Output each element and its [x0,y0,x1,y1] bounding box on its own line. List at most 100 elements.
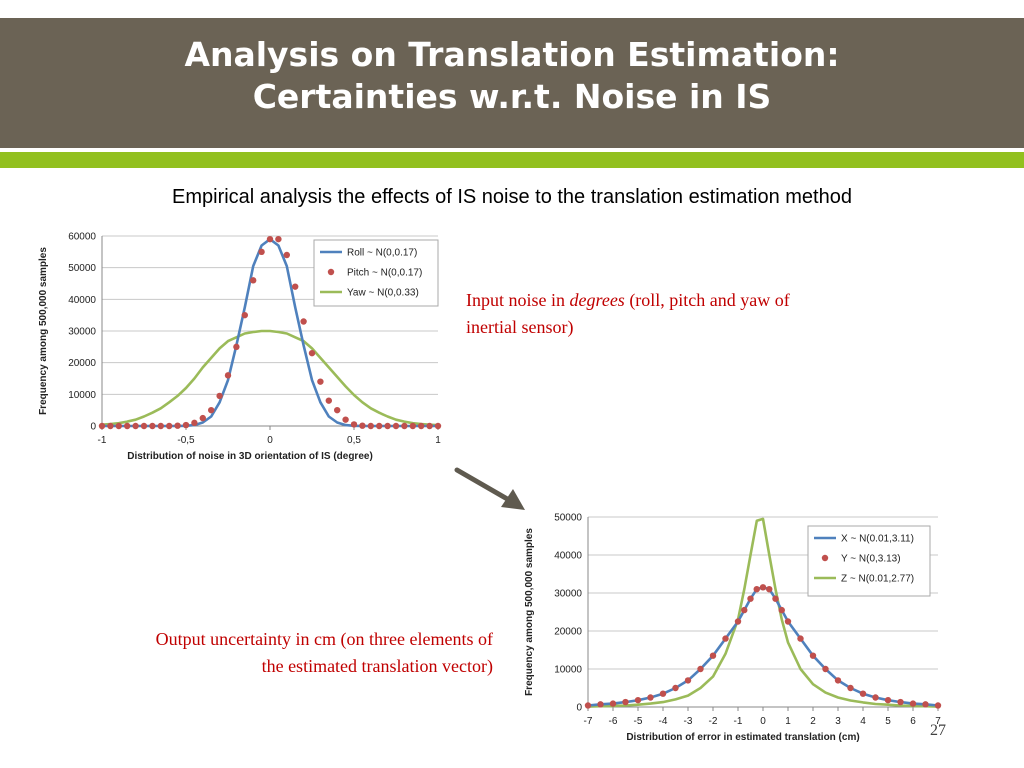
data-point [766,586,773,593]
slide-title-line-2: Certainties w.r.t. Noise in IS [252,77,772,116]
x-tick-label: 3 [835,716,841,727]
slide-title-line-1: Analysis on Translation Estimation: [184,35,840,74]
x-tick-label: 1 [785,716,791,727]
data-point [342,416,349,423]
legend-entry: Z ~ N(0.01,2.77) [841,574,914,585]
data-point [401,422,408,430]
data-point [822,665,829,673]
data-point [266,235,274,243]
series-line [587,517,939,708]
data-point [224,372,232,379]
y-tick-label: 10000 [554,665,582,676]
data-point [241,311,248,319]
data-point [622,698,629,706]
x-tick-label: 2 [810,716,816,727]
data-point [909,700,917,707]
data-point [697,665,704,673]
data-point [149,422,156,430]
data-point [418,422,425,430]
data-point [317,378,324,385]
data-point [216,392,223,400]
legend-entry: X ~ N(0.01,3.11) [841,534,914,545]
arrow-icon [454,467,525,510]
data-point [859,690,867,697]
input-noise-note-prefix: Input noise in [466,290,570,310]
data-point [722,635,729,642]
x-tick-label: 5 [885,716,891,727]
data-point [784,618,792,625]
x-tick-label: -3 [684,716,693,727]
y-tick-label: 30000 [68,327,96,338]
data-point [107,422,114,430]
legend-swatch [821,554,829,562]
data-point [140,422,148,430]
data-point [772,595,779,602]
x-tick-label: -1 [98,435,107,446]
data-point [934,702,942,709]
input-noise-note-suffix: (roll, pitch and yaw of inertial sensor) [466,290,790,337]
x-axis-label: Distribution of error in estimated trans… [626,732,859,743]
data-point [191,419,198,427]
input-noise-note-emphasis: degrees [569,290,625,310]
data-point [384,422,391,430]
data-point [426,422,433,430]
data-point [166,422,173,430]
data-point [647,694,654,701]
x-tick-label: -2 [709,716,718,727]
data-point [124,422,131,430]
data-point [747,595,754,602]
data-point [872,694,879,701]
orientation-noise-chart: 0 10000 20000 30000 40000 50000 60000 -1 -0,5 0 0,… [38,232,442,463]
x-tick-label: -4 [659,716,668,727]
data-point [174,422,181,429]
x-tick-label: 0 [760,716,766,727]
data-point [597,701,604,708]
y-tick-label: 20000 [68,358,96,369]
y-tick-label: 60000 [68,232,96,243]
slide-subtitle: Empirical analysis the effects of IS noi… [172,186,852,208]
data-point [359,422,366,429]
x-axis-label: Distribution of noise in 3D orientation … [127,451,373,462]
data-point [778,606,785,614]
data-point [797,635,804,642]
x-tick-label: -1 [734,716,743,727]
slide-number: 27 [930,722,946,739]
data-point [409,422,416,430]
data-point [392,422,400,430]
y-tick-label: 50000 [554,513,582,524]
data-point [376,422,383,430]
y-axis-label: Frequency among 500,000 samples [38,247,49,415]
data-point [275,235,282,243]
y-tick-label: 20000 [554,627,582,638]
data-point [847,684,854,692]
y-tick-label: 30000 [554,589,582,600]
x-tick-label: 4 [860,716,866,727]
data-point [809,652,817,659]
data-point [684,677,692,684]
data-point [98,422,106,430]
x-tick-label: -0,5 [177,435,195,446]
data-point [897,698,904,706]
translation-error-chart: 0 10000 20000 30000 40000 50000 -7 -6 -5 -4 -3 -2 -1… [524,513,942,744]
data-point [199,414,206,422]
data-point [115,422,123,430]
data-point [434,422,442,430]
legend-swatch [327,268,335,276]
y-tick-label: 10000 [68,390,96,401]
legend-entry: Yaw ~ N(0,0.33) [347,288,419,299]
data-point [325,397,332,404]
data-point [132,422,139,430]
x-tick-label: 0,5 [347,435,361,446]
data-point [753,586,760,593]
data-point [182,421,190,429]
legend-entry: Pitch ~ N(0,0.17) [347,268,422,279]
data-point [157,422,164,430]
data-point [759,584,767,591]
data-point [300,318,307,325]
title-bar [0,18,1024,148]
legend-entry: Roll ~ N(0,0.17) [347,248,417,259]
x-tick-label: -7 [584,716,593,727]
x-tick-label: -6 [609,716,618,727]
data-point [659,690,667,697]
data-point [741,606,748,614]
